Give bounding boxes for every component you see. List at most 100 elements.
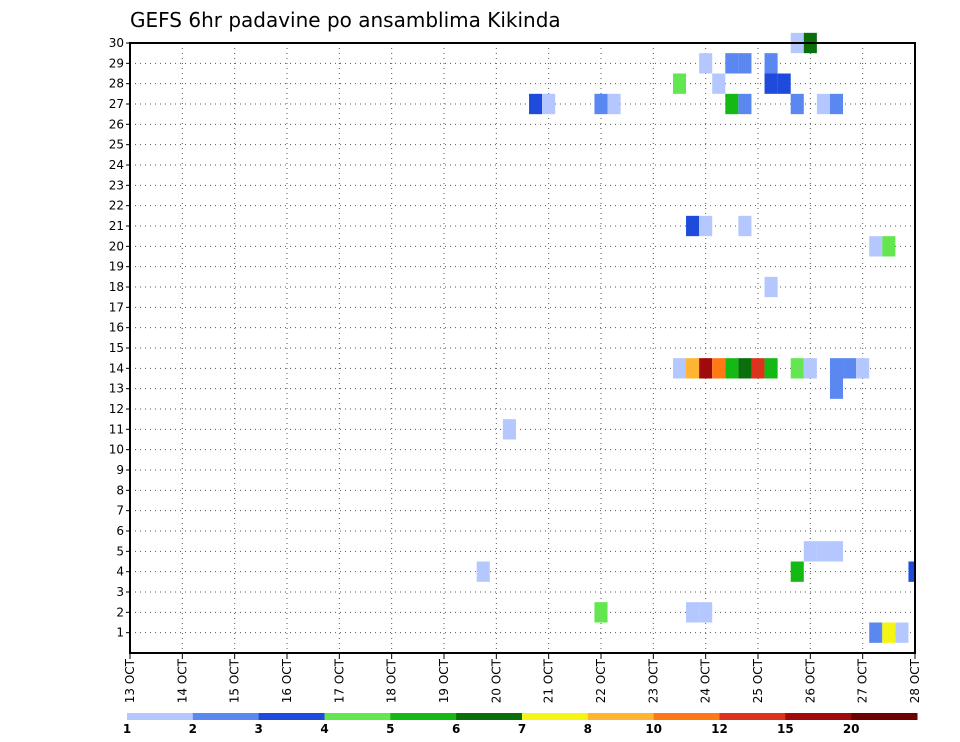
heatmap-cell (712, 358, 726, 379)
heatmap-cell (542, 93, 556, 115)
heatmap-cell (764, 276, 778, 298)
heatmap-cell (843, 358, 857, 379)
colorbar-segment (851, 713, 918, 720)
x-tick-label: 28 OCT (908, 658, 922, 703)
y-tick-label: 7 (116, 504, 124, 518)
heatmap-cell (816, 541, 830, 562)
heatmap-cell (829, 93, 844, 115)
y-tick-label: 11 (109, 422, 124, 436)
heatmap-cell (725, 53, 739, 74)
y-tick-label: 30 (109, 36, 124, 50)
x-tick-label: 15 OCT (228, 658, 242, 703)
colorbar-label: 5 (386, 722, 394, 736)
y-tick-label: 10 (109, 443, 124, 457)
colorbar-segment (258, 713, 325, 720)
heatmap-cell (764, 53, 778, 74)
colorbar: 1 2 3 4 5 6 7 8 10 12 15 20 (123, 713, 918, 736)
chart-title: GEFS 6hr padavine po ansamblima Kikinda (130, 8, 561, 32)
heatmap-cell (790, 561, 804, 582)
colorbar-segment (522, 713, 589, 720)
heatmap-cell (869, 236, 883, 257)
x-tick-label: 16 OCT (280, 658, 294, 703)
heatmap-cell (829, 541, 844, 562)
colorbar-label: 4 (320, 722, 328, 736)
heatmap-cell (816, 93, 830, 115)
y-tick-label: 15 (109, 341, 124, 355)
x-tick-label: 24 OCT (699, 658, 713, 703)
heatmap-cell (829, 378, 844, 399)
y-tick-label: 3 (116, 585, 124, 599)
x-tick-label: 17 OCT (332, 658, 346, 703)
heatmap-cell (686, 602, 700, 623)
colorbar-label: 3 (254, 722, 262, 736)
colorbar-segment (719, 713, 786, 720)
heatmap-cell (699, 358, 713, 379)
y-tick-label: 4 (116, 565, 124, 579)
y-tick-label: 17 (109, 300, 124, 314)
y-tick-label: 18 (109, 280, 124, 294)
y-tick-label: 19 (109, 260, 124, 274)
heatmap-cell (777, 73, 791, 94)
y-tick-label: 9 (116, 463, 124, 477)
heatmap-cell (699, 215, 713, 237)
heatmap-cells (476, 32, 915, 643)
heatmap-cell (699, 602, 713, 623)
heatmap-cell (712, 73, 726, 94)
heatmap-cell (725, 93, 739, 115)
heatmap-cell (594, 602, 608, 623)
heatmap-cell (790, 93, 804, 115)
y-tick-label: 25 (109, 138, 124, 152)
y-tick-label: 5 (116, 544, 124, 558)
y-tick-label: 27 (109, 97, 124, 111)
colorbar-label: 2 (189, 722, 197, 736)
heatmap-cell (672, 358, 687, 379)
colorbar-label: 6 (452, 722, 460, 736)
heatmap-cell (803, 358, 817, 379)
y-tick-label: 16 (109, 321, 124, 335)
x-tick-label: 18 OCT (385, 658, 399, 703)
colorbar-label: 1 (123, 722, 131, 736)
x-tick-label: 21 OCT (542, 658, 556, 703)
y-tick-label: 13 (109, 382, 124, 396)
heatmap-cell (751, 358, 765, 379)
heatmap-cell (790, 358, 804, 379)
heatmap-cell (529, 93, 543, 115)
colorbar-label: 20 (843, 722, 860, 736)
colorbar-label: 12 (711, 722, 728, 736)
x-axis: 13 OCT 14 OCT 15 OCT 16 OCT 17 OCT 18 OCT 19 O… (123, 653, 922, 703)
heatmap-cell (672, 73, 687, 94)
y-axis: 1234567891011121314151617181920212223242… (109, 36, 130, 640)
y-tick-label: 28 (109, 77, 124, 91)
x-tick-label: 23 OCT (646, 658, 660, 703)
x-tick-label: 27 OCT (856, 658, 870, 703)
x-tick-label: 13 OCT (123, 658, 137, 703)
heatmap-cell (882, 236, 896, 257)
x-tick-label: 14 OCT (175, 658, 189, 703)
colorbar-segment (785, 713, 852, 720)
heatmap-cell (502, 419, 516, 440)
heatmap-cell (594, 93, 608, 115)
heatmap-cell (908, 561, 915, 582)
heatmap-cell (764, 358, 778, 379)
colorbar-segment (390, 713, 457, 720)
heatmap-cell (699, 53, 713, 74)
heatmap-cell (738, 358, 752, 379)
colorbar-label: 8 (584, 722, 592, 736)
y-tick-label: 1 (116, 626, 124, 640)
x-tick-label: 20 OCT (489, 658, 503, 703)
y-tick-label: 8 (116, 483, 124, 497)
heatmap-cell (686, 358, 700, 379)
colorbar-label: 15 (777, 722, 794, 736)
colorbar-label: 7 (518, 722, 526, 736)
heatmap-cell (869, 622, 883, 643)
heatmap-cell (738, 93, 752, 115)
y-tick-label: 14 (109, 361, 124, 375)
y-tick-label: 21 (109, 219, 124, 233)
colorbar-segment (653, 713, 720, 720)
heatmap-cell (803, 541, 817, 562)
heatmap-cell (764, 73, 778, 94)
colorbar-segment (456, 713, 523, 720)
y-tick-label: 20 (109, 239, 124, 253)
x-tick-label: 19 OCT (437, 658, 451, 703)
